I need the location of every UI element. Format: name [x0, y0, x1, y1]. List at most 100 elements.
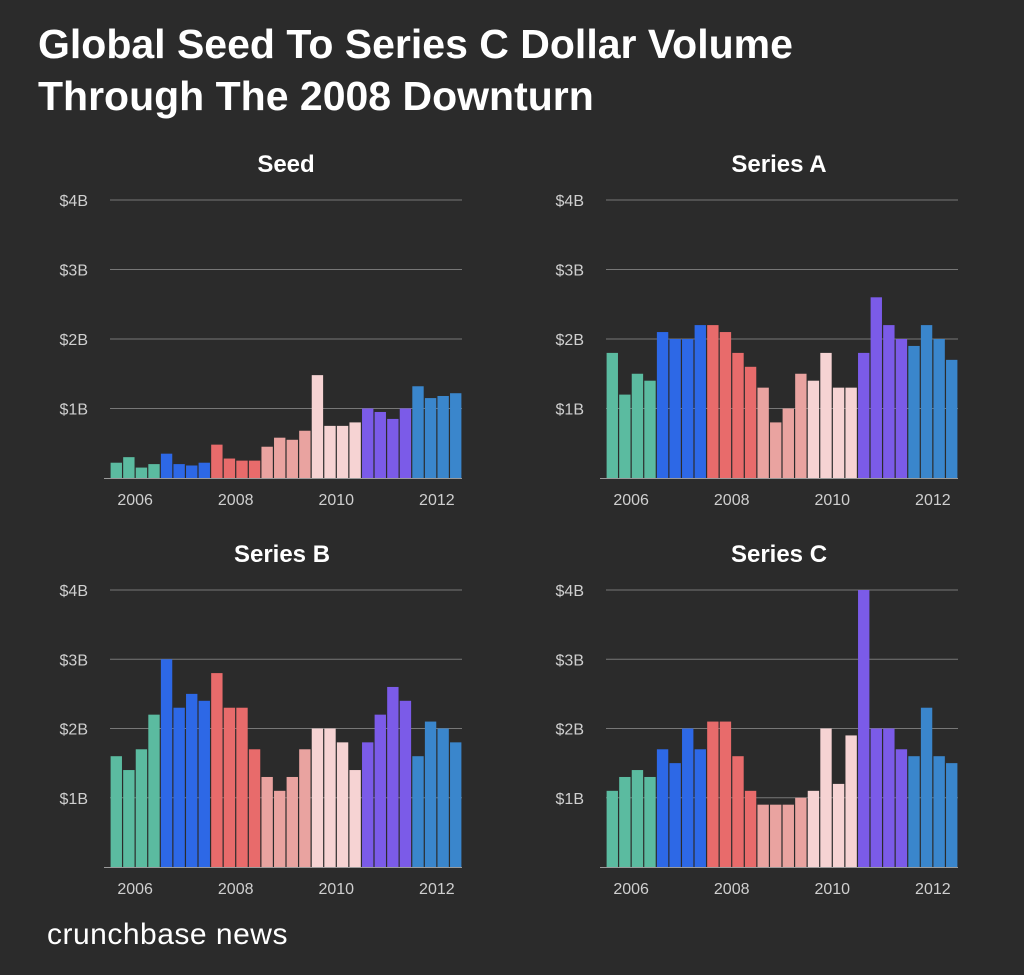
bar — [198, 700, 210, 867]
bar — [424, 721, 437, 867]
bar — [744, 790, 757, 867]
chart-panel-2: Series A $1B $2B $3B $4B 2006 2008 2010 2012 — [556, 151, 958, 509]
bar — [437, 728, 449, 867]
bar — [160, 453, 173, 478]
bar — [732, 352, 744, 478]
bar — [757, 804, 769, 867]
x-tick-label: 2006 — [613, 492, 649, 509]
bar — [682, 339, 694, 478]
bar — [694, 325, 706, 478]
bar — [845, 387, 857, 478]
bar — [820, 728, 832, 867]
bar — [198, 462, 210, 478]
y-tick-label: $1B — [556, 791, 584, 808]
bar — [656, 332, 669, 478]
bar — [606, 352, 618, 478]
bar — [669, 339, 681, 478]
chart-panel-3: Series B $1B $2B $3B $4B 2006 2008 2010 2012 — [60, 541, 462, 898]
bar — [870, 728, 882, 867]
bar — [211, 673, 223, 867]
x-tick-label: 2010 — [318, 881, 354, 898]
bar — [782, 804, 794, 867]
bar — [920, 707, 933, 867]
bar — [707, 325, 719, 478]
bar — [236, 460, 248, 478]
page-title-line-1: Global Seed To Series C Dollar Volume — [38, 21, 793, 67]
bar — [412, 756, 424, 867]
bar — [644, 776, 656, 867]
bar — [450, 393, 462, 478]
chart-title: Series B — [234, 541, 330, 568]
bar — [719, 721, 732, 867]
bar — [261, 446, 273, 478]
bar — [895, 749, 908, 867]
bar — [832, 387, 845, 478]
bar — [437, 395, 449, 478]
bar — [631, 373, 644, 478]
y-tick-label: $3B — [60, 263, 88, 280]
x-tick-label: 2012 — [915, 492, 951, 509]
bar — [870, 297, 882, 478]
bar — [682, 728, 694, 867]
bar — [631, 770, 644, 867]
bar — [336, 742, 349, 867]
bar — [399, 408, 412, 478]
x-tick-label: 2010 — [814, 881, 850, 898]
bar — [349, 422, 361, 478]
x-tick-label: 2012 — [419, 492, 455, 509]
bar — [732, 756, 744, 867]
bar — [135, 749, 148, 867]
page-title-line-2: Through The 2008 Downturn — [38, 73, 594, 119]
y-tick-label: $3B — [60, 652, 88, 669]
bar — [248, 460, 261, 478]
y-tick-label: $4B — [556, 193, 584, 210]
bar — [757, 387, 769, 478]
bar — [412, 386, 424, 478]
bar — [286, 439, 298, 478]
x-tick-label: 2012 — [915, 881, 951, 898]
y-tick-label: $2B — [556, 332, 584, 349]
bar — [387, 686, 399, 867]
bar — [374, 411, 386, 478]
y-tick-label: $1B — [60, 791, 88, 808]
bar — [782, 408, 794, 478]
bar — [424, 398, 437, 478]
x-tick-label: 2008 — [218, 492, 254, 509]
bar — [123, 770, 135, 867]
bar — [908, 756, 920, 867]
bar — [606, 790, 618, 867]
bar — [644, 380, 656, 478]
bar — [770, 804, 782, 867]
bar — [336, 425, 349, 478]
bar — [349, 770, 361, 867]
bar — [795, 373, 807, 478]
bar — [883, 325, 895, 478]
bar — [669, 763, 681, 867]
bar — [299, 749, 311, 867]
chart-title: Series C — [731, 541, 827, 568]
bar — [148, 714, 160, 867]
bar — [236, 707, 248, 867]
bar — [933, 339, 945, 478]
bar — [920, 325, 933, 478]
y-tick-label: $3B — [556, 263, 584, 280]
bar — [858, 352, 870, 478]
bar — [832, 783, 845, 867]
y-tick-label: $1B — [60, 402, 88, 419]
y-tick-label: $2B — [60, 332, 88, 349]
bar — [135, 467, 148, 478]
brand-logo: crunchbase news — [47, 918, 288, 951]
bar — [694, 749, 706, 867]
bar — [324, 425, 336, 478]
bar — [110, 756, 122, 867]
x-tick-label: 2008 — [714, 492, 750, 509]
bar — [858, 590, 870, 867]
bar — [324, 728, 336, 867]
y-tick-label: $2B — [60, 722, 88, 739]
bar — [186, 693, 198, 867]
bar — [946, 763, 958, 867]
x-tick-label: 2010 — [318, 492, 354, 509]
y-tick-label: $4B — [556, 583, 584, 600]
chart-title: Seed — [257, 151, 314, 178]
